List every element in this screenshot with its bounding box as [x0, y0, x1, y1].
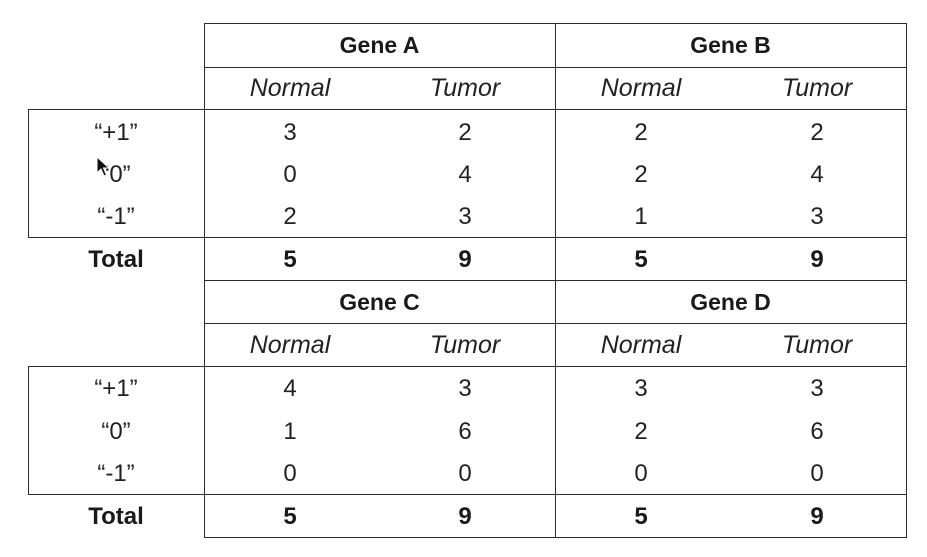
row-label: “-1”: [97, 460, 135, 487]
row-label: “-1”: [97, 203, 135, 230]
gene-header: Gene A: [339, 32, 420, 58]
table-cell: 1: [283, 418, 297, 445]
table-cell: 3: [634, 375, 648, 402]
row-label: “0”: [101, 161, 131, 188]
table-cell: 3: [458, 375, 472, 402]
gene-header: Gene C: [339, 288, 420, 315]
column-header: Normal: [249, 331, 331, 359]
total-cell: 9: [458, 503, 472, 530]
table-cell: 3: [283, 119, 297, 146]
table-cell: 2: [634, 119, 648, 146]
total-label: Total: [88, 503, 144, 530]
column-header: Tumor: [429, 74, 501, 102]
column-header: Normal: [600, 74, 682, 102]
table-cell: 4: [283, 375, 297, 402]
table-cell: 3: [810, 203, 824, 230]
total-cell: 9: [810, 246, 824, 273]
gene-header: Gene D: [690, 288, 771, 315]
column-header: Tumor: [429, 331, 501, 359]
gene-header: Gene B: [690, 32, 771, 58]
total-cell: 9: [810, 503, 824, 530]
total-cell: 5: [283, 503, 297, 530]
table-cell: 4: [810, 161, 824, 188]
column-header: Tumor: [781, 331, 853, 359]
column-header: Normal: [249, 74, 331, 102]
table-cell: 0: [458, 460, 472, 487]
table-cell: 2: [283, 203, 297, 230]
table-cell: 3: [458, 203, 472, 230]
total-cell: 5: [634, 503, 648, 530]
table-cell: 0: [634, 460, 648, 487]
table-cell: 1: [634, 203, 648, 230]
total-cell: 5: [634, 246, 648, 273]
row-label: “0”: [101, 418, 131, 445]
table-cell: 6: [458, 418, 472, 445]
total-cell: 5: [283, 246, 297, 273]
mouse-pointer-icon: [96, 156, 110, 177]
table-cell: 6: [810, 418, 824, 445]
table-cell: 2: [634, 161, 648, 188]
table-cell: 2: [458, 119, 472, 146]
total-label: Total: [88, 246, 144, 273]
column-header: Normal: [600, 331, 682, 359]
row-label: “+1”: [94, 375, 138, 402]
table-cell: 0: [810, 460, 824, 487]
table-cell: 2: [634, 418, 648, 445]
table-cell: 0: [283, 460, 297, 487]
total-cell: 9: [458, 246, 472, 273]
table-cell: 4: [458, 161, 472, 188]
table-cell: 3: [810, 375, 824, 402]
row-label: “+1”: [94, 119, 138, 146]
table-cell: 0: [283, 161, 297, 188]
table-cell: 2: [810, 119, 824, 146]
column-header: Tumor: [781, 74, 853, 102]
